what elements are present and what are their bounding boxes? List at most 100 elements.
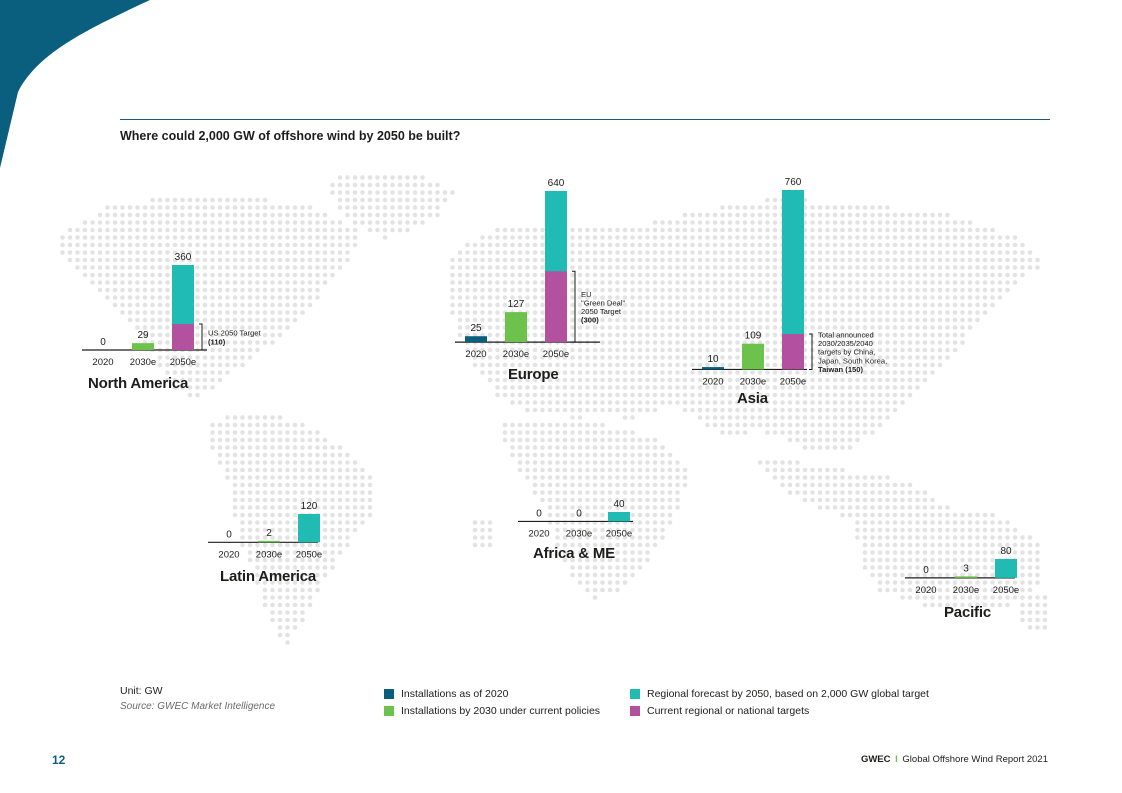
map-dot — [270, 497, 275, 503]
map-dot — [930, 295, 935, 300]
map-dot — [592, 527, 598, 533]
map-dot — [240, 430, 245, 435]
map-dot — [630, 280, 635, 285]
map-dot — [885, 587, 890, 593]
map-dot — [270, 437, 275, 443]
map-dot — [862, 422, 868, 428]
map-dot — [900, 242, 905, 248]
map-dot — [1020, 242, 1025, 248]
map-dot — [892, 572, 898, 578]
map-dot — [405, 212, 410, 218]
map-dot — [990, 257, 995, 263]
map-dot — [592, 422, 598, 428]
map-dot — [615, 310, 620, 315]
map-dot — [577, 377, 583, 383]
map-dot — [675, 355, 680, 360]
map-dot — [772, 205, 778, 210]
map-dot — [960, 332, 965, 338]
map-dot — [247, 430, 253, 435]
map-dot — [795, 370, 800, 375]
map-dot — [622, 340, 628, 345]
map-dot — [307, 482, 313, 488]
map-dot — [592, 235, 598, 240]
map-dot — [562, 467, 568, 473]
map-dot — [390, 212, 395, 218]
map-dot — [307, 580, 313, 585]
map-dot — [930, 242, 935, 248]
map-dot — [877, 392, 883, 398]
map-dot — [202, 265, 208, 270]
map-dot — [240, 512, 245, 518]
footer-separator: I — [895, 754, 898, 765]
map-dot — [555, 347, 560, 353]
map-dot — [285, 572, 290, 578]
map-dot — [562, 557, 568, 563]
map-dot — [322, 257, 328, 263]
map-dot — [157, 325, 163, 330]
map-dot — [547, 422, 553, 428]
map-dot — [480, 355, 485, 360]
map-dot — [622, 475, 628, 480]
map-dot — [322, 557, 328, 563]
map-dot — [97, 220, 103, 225]
map-dot — [592, 535, 598, 540]
map-dot — [645, 265, 650, 270]
map-dot — [292, 475, 298, 480]
map-dot — [97, 272, 103, 278]
map-dot — [675, 377, 680, 383]
map-dot — [817, 295, 823, 300]
map-dot — [300, 580, 305, 585]
map-dot — [322, 445, 328, 450]
map-dot — [960, 220, 965, 225]
map-dot — [772, 467, 778, 473]
map-dot — [1005, 527, 1010, 533]
map-dot — [202, 287, 208, 293]
map-dot — [202, 332, 208, 338]
map-dot — [900, 565, 905, 570]
map-dot — [855, 475, 860, 480]
map-dot — [555, 445, 560, 450]
map-dot — [825, 242, 830, 248]
map-dot — [915, 512, 920, 518]
map-dot — [810, 272, 815, 278]
map-dot — [585, 565, 590, 570]
map-dot — [120, 205, 125, 210]
map-dot — [630, 415, 635, 420]
map-dot — [202, 340, 208, 345]
map-dot — [660, 302, 665, 308]
map-dot — [765, 250, 770, 255]
map-dot — [270, 332, 275, 338]
map-dot — [877, 505, 883, 510]
map-dot — [300, 482, 305, 488]
map-dot — [180, 242, 185, 248]
map-dot — [892, 587, 898, 593]
map-dot — [555, 460, 560, 465]
map-dot — [120, 280, 125, 285]
map-dot — [772, 250, 778, 255]
map-dot — [330, 257, 335, 263]
map-dot — [390, 190, 395, 195]
map-dot — [915, 242, 920, 248]
map-dot — [375, 220, 380, 225]
map-dot — [742, 205, 748, 210]
map-dot — [697, 415, 703, 420]
map-dot — [315, 452, 320, 458]
map-dot — [262, 467, 268, 473]
map-dot — [982, 235, 988, 240]
map-dot — [180, 212, 185, 218]
map-dot — [877, 295, 883, 300]
map-dot — [247, 482, 253, 488]
map-dot — [892, 310, 898, 315]
map-dot — [930, 235, 935, 240]
map-dot — [600, 580, 605, 585]
map-dot — [735, 407, 740, 413]
map-dot — [892, 542, 898, 548]
map-dot — [547, 407, 553, 413]
map-dot — [637, 242, 643, 248]
map-dot — [735, 325, 740, 330]
map-dot — [247, 302, 253, 308]
map-dot — [862, 535, 868, 540]
map-dot — [787, 460, 793, 465]
map-dot — [615, 355, 620, 360]
map-dot — [622, 377, 628, 383]
